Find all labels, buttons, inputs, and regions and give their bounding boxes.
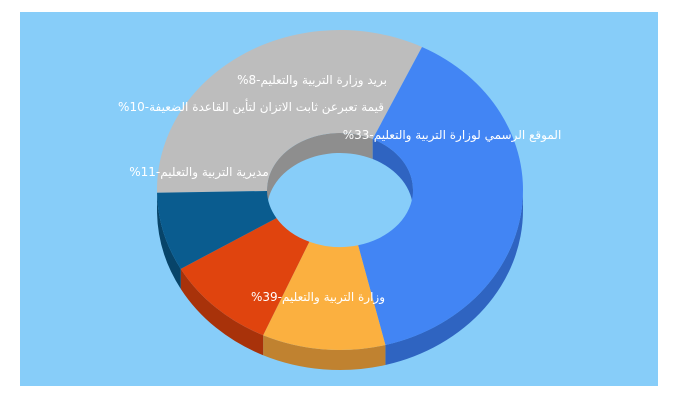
slice-side-3 [180, 268, 264, 356]
slice-labels: %الموقع الرسمي لوزارة التربية والتعليم-3… [118, 73, 561, 305]
slice-3[interactable] [180, 218, 310, 336]
slice-2[interactable] [263, 241, 386, 351]
slice-tops [157, 30, 524, 351]
slice-inner-wall-0-0 [267, 132, 373, 210]
slice-label-4: %بريد وزارة التربية والتعليم-8 [237, 73, 387, 88]
slice-0[interactable] [157, 30, 423, 193]
slice-label-3: %قيمة تعبرعن ثابت الاتزان لتأين القاعدة … [118, 98, 384, 115]
slice-side-1 [385, 190, 523, 365]
slice-side-2 [263, 335, 386, 371]
slice-label-1: %وزارة التربية والتعليم-39 [251, 290, 385, 305]
slice-1[interactable] [358, 46, 524, 345]
slice-label-0: %الموقع الرسمي لوزارة التربية والتعليم-3… [343, 128, 562, 143]
slice-inner-wall-1-0 [372, 139, 413, 210]
slice-4[interactable] [157, 190, 277, 269]
slice-sides [157, 132, 523, 371]
slice-label-2: %مديرية التربية والتعليم-11 [129, 165, 269, 180]
slice-side-4 [157, 192, 181, 289]
